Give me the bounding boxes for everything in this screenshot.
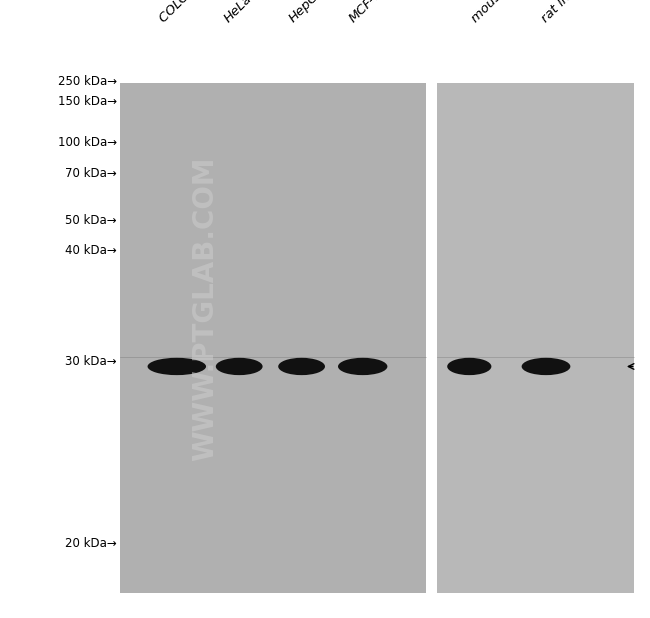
Bar <box>0 0 120 618</box>
Text: 30 kDa→: 30 kDa→ <box>66 355 117 368</box>
Text: MCF-7: MCF-7 <box>347 0 385 25</box>
Ellipse shape <box>521 358 571 375</box>
Bar <box>634 0 650 618</box>
Text: 50 kDa→: 50 kDa→ <box>66 214 117 227</box>
Text: WWW.PTGLAB.COM: WWW.PTGLAB.COM <box>190 157 219 461</box>
Text: mouse liver: mouse liver <box>469 0 532 25</box>
Bar <box>0 0 650 83</box>
Text: rat liver: rat liver <box>539 0 584 25</box>
Ellipse shape <box>338 358 387 375</box>
Text: 20 kDa→: 20 kDa→ <box>65 537 117 551</box>
Text: HeLa: HeLa <box>222 0 255 25</box>
Ellipse shape <box>447 358 491 375</box>
Text: 100 kDa→: 100 kDa→ <box>58 135 117 149</box>
Text: 250 kDa→: 250 kDa→ <box>58 75 117 88</box>
Bar <box>437 83 634 593</box>
Bar <box>0 593 650 618</box>
Text: 70 kDa→: 70 kDa→ <box>65 166 117 180</box>
Bar <box>120 83 426 593</box>
Bar <box>426 83 437 593</box>
Ellipse shape <box>278 358 325 375</box>
Text: 150 kDa→: 150 kDa→ <box>58 95 117 108</box>
Ellipse shape <box>216 358 263 375</box>
Text: COLO 320: COLO 320 <box>157 0 213 25</box>
Ellipse shape <box>148 358 206 375</box>
Text: HepG2: HepG2 <box>287 0 328 25</box>
Text: 40 kDa→: 40 kDa→ <box>65 243 117 257</box>
